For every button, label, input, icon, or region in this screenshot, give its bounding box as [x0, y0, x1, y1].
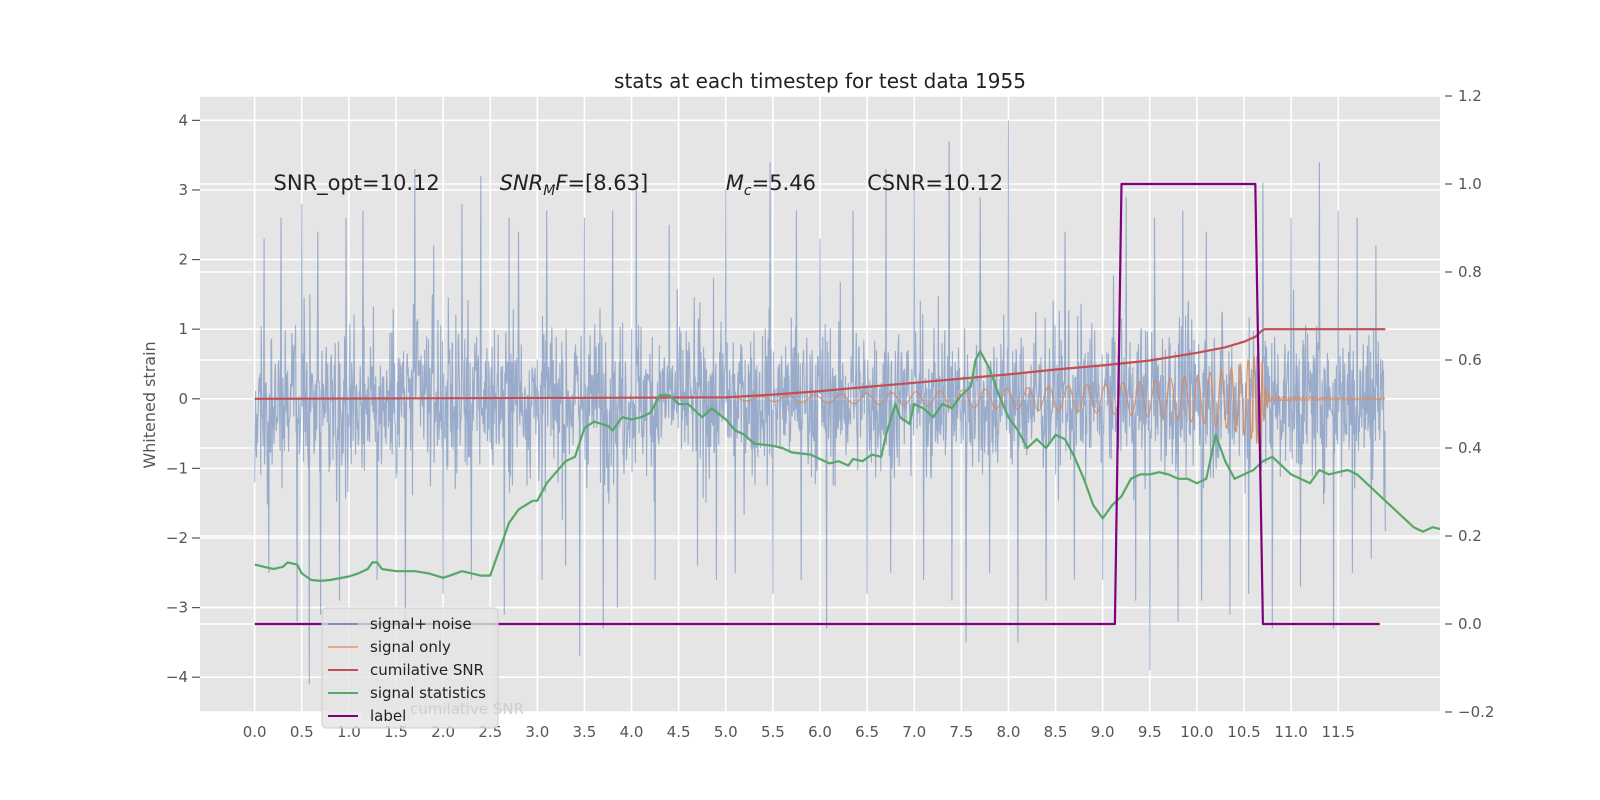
series-signal-noise [254, 120, 1386, 685]
y2-tick-label: −0.2 [1458, 703, 1494, 721]
annotation-part: =[8.63] [567, 171, 648, 195]
y2-tick-label: 0.2 [1458, 527, 1482, 545]
x-tick-label: 10.0 [1180, 723, 1213, 741]
annotation-text: SNR_opt=10.12 [273, 171, 439, 196]
y2-tick-label: 1.0 [1458, 175, 1482, 193]
annotation-part: M [543, 183, 555, 199]
legend: cumilative SNR signal+ noise signal only cu… [321, 607, 524, 729]
annotation-text: SNRMF=[8.63] [500, 171, 649, 199]
y2-tick-label: 0.0 [1458, 615, 1482, 633]
series-line [725, 352, 1386, 448]
x-tick-label: 4.5 [667, 723, 691, 741]
x-tick-label: 8.0 [997, 723, 1021, 741]
annotations: SNR_opt=10.12 SNRMF=[8.63] Mc=5.46 CSNR=10.… [273, 171, 1003, 199]
annotation-part: F [555, 171, 568, 195]
legend-box [321, 607, 499, 729]
y-axis-label: Whitened strain [140, 341, 159, 468]
y-axis-left: −4 −3 −2 −1 0 1 2 3 4 [166, 111, 200, 686]
y-tick-label: 0 [178, 390, 188, 408]
y2-tick-label: 0.8 [1458, 263, 1482, 281]
y2-tick-label: 0.6 [1458, 351, 1482, 369]
annotation-text: Mc=5.46 [726, 171, 816, 199]
x-tick-label: 9.0 [1091, 723, 1115, 741]
y-tick-label: 3 [178, 181, 188, 199]
y-tick-label: 2 [178, 251, 188, 269]
x-tick-label: 3.0 [525, 723, 549, 741]
legend-label: signal statistics [370, 684, 486, 702]
series-layer [254, 120, 1440, 685]
series-cumilative-snr [254, 328, 1386, 400]
series-line [254, 182, 1380, 626]
x-tick-label: 0.5 [290, 723, 314, 741]
series-line [254, 120, 1386, 685]
x-tick-label: 5.0 [714, 723, 738, 741]
y-tick-label: −4 [166, 668, 188, 686]
y2-tick-label: 1.2 [1458, 87, 1482, 105]
x-tick-label: 9.5 [1138, 723, 1162, 741]
legend-ghost-cover [362, 700, 410, 720]
series-signal-only [725, 352, 1386, 448]
y2-tick-label: 0.4 [1458, 439, 1482, 457]
y-tick-label: −2 [166, 529, 188, 547]
annotation-part: SNR_opt=10.12 [273, 171, 439, 196]
y-tick-label: 1 [178, 320, 188, 338]
series-line [254, 350, 1440, 582]
chart-title: stats at each timestep for test data 195… [614, 69, 1026, 93]
x-tick-label: 8.5 [1044, 723, 1068, 741]
x-axis: 0.0 0.5 1.0 1.5 2.0 2.5 3.0 3.5 4.0 4.5 5.0 5.5 6.0 6… [243, 723, 1355, 741]
x-tick-label: 4.0 [620, 723, 644, 741]
annotation-part: M [726, 171, 744, 195]
x-tick-label: 7.0 [902, 723, 926, 741]
annotation-part: SNR [500, 171, 544, 195]
y-tick-label: −3 [166, 599, 188, 617]
x-tick-label: 6.5 [855, 723, 879, 741]
legend-label: label [370, 707, 406, 725]
x-tick-label: 6.0 [808, 723, 832, 741]
series-line [254, 328, 1386, 400]
annotation-part: =5.46 [752, 171, 816, 195]
x-tick-label: 11.5 [1322, 723, 1355, 741]
annotation-text: CSNR=10.12 [867, 171, 1003, 195]
legend-label: signal+ noise [370, 615, 472, 633]
series-signal-statistics [254, 350, 1440, 582]
legend-label: cumilative SNR [370, 661, 484, 679]
series-label [254, 182, 1380, 626]
y-tick-label: −1 [166, 459, 188, 477]
annotation-part: c [744, 183, 752, 199]
x-tick-label: 0.0 [243, 723, 267, 741]
legend-ghost-text: cumilative SNR [410, 700, 524, 718]
x-tick-label: 11.0 [1274, 723, 1307, 741]
x-tick-label: 5.5 [761, 723, 785, 741]
y-axis-right: −0.2 0.0 0.2 0.4 0.6 0.8 1.0 1.2 [1445, 87, 1494, 721]
legend-label: signal only [370, 638, 451, 656]
annotation-part: CSNR=10.12 [867, 171, 1003, 195]
x-tick-label: 7.5 [949, 723, 973, 741]
x-tick-label: 3.5 [573, 723, 597, 741]
x-tick-label: 10.5 [1227, 723, 1260, 741]
y-tick-label: 4 [178, 111, 188, 129]
